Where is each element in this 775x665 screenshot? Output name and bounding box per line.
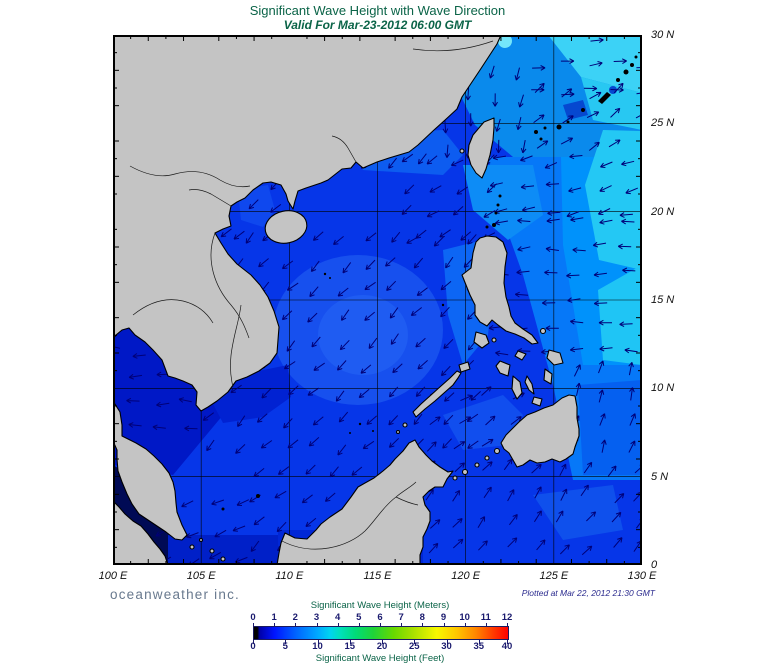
map-border — [113, 35, 642, 565]
lon-label: 130 E — [627, 570, 657, 582]
feet-tick-value: 0 — [250, 641, 256, 652]
lon-label: 115 E — [363, 570, 392, 582]
lat-label: 5 N — [651, 470, 669, 483]
lon-label: 125 E — [539, 570, 569, 582]
feet-tick-value: 30 — [441, 641, 452, 652]
island-and-border-overlays — [129, 40, 638, 550]
lon-label: 120 E — [451, 570, 481, 582]
lat-label: 20 N — [651, 205, 675, 218]
meters-tick-value: 7 — [398, 612, 404, 623]
land-taiwan — [467, 117, 495, 179]
meters-tick-value: 5 — [356, 612, 362, 623]
map-canvas — [113, 35, 642, 565]
legend-title-meters: Significant Wave Height (Meters) — [310, 600, 450, 611]
lat-label: 25 N — [651, 117, 675, 130]
meters-tick-value: 2 — [292, 612, 298, 623]
land-mindanao — [500, 394, 580, 468]
feet-tick-value: 15 — [344, 641, 356, 652]
lon-label: 105 E — [186, 570, 216, 582]
page-title: Significant Wave Height with Wave Direct… — [249, 3, 506, 18]
legend-title-feet: Significant Wave Height (Feet) — [315, 653, 445, 664]
plotted-timestamp: Plotted at Mar 22, 2012 21:30 GMT — [521, 588, 655, 598]
meters-tick-value: 10 — [459, 612, 470, 623]
meters-tick-value: 0 — [250, 612, 256, 623]
land-asia-mainland — [113, 35, 502, 412]
land-malay-peninsula — [113, 400, 188, 541]
meters-tick-value: 1 — [271, 612, 277, 623]
feet-tick-value: 40 — [501, 641, 513, 652]
land-layer — [113, 35, 580, 565]
lat-label: 0 — [651, 559, 658, 571]
land-borneo — [276, 439, 454, 565]
lon-label: 110 E — [275, 570, 304, 582]
colorbar-gradient — [253, 626, 509, 640]
land-hainan — [264, 210, 308, 244]
meters-tick-value: 3 — [313, 612, 320, 623]
feet-tick-value: 35 — [473, 641, 485, 652]
meters-tick-value: 9 — [440, 612, 447, 623]
land-sumatra — [113, 500, 169, 565]
feet-tick-value: 25 — [408, 641, 420, 652]
oceanweather-logo: oceanweather inc. — [110, 587, 240, 602]
meters-tick-value: 11 — [480, 612, 491, 623]
land-palawan — [412, 370, 462, 418]
feet-tick-value: 5 — [282, 641, 288, 652]
ryukyu-islands — [534, 55, 638, 141]
lat-label: 30 N — [651, 29, 675, 41]
meters-tick-value: 6 — [377, 612, 383, 623]
valid-time-subtitle: Valid For Mar-23-2012 06:00 GMT — [283, 18, 472, 32]
small-islands — [221, 194, 502, 511]
meters-tick-value: 8 — [419, 612, 425, 623]
political-borders — [129, 40, 494, 550]
feet-tick-value: 20 — [376, 641, 388, 652]
lat-label: 10 N — [651, 382, 675, 395]
meters-tick-value: 12 — [501, 612, 513, 623]
land-luzon — [461, 235, 539, 345]
feet-tick-value: 10 — [312, 641, 323, 652]
lat-label: 15 N — [651, 294, 675, 306]
map-svg — [113, 35, 642, 565]
lon-label: 100 E — [98, 570, 128, 582]
meters-tick-value: 4 — [335, 612, 341, 623]
